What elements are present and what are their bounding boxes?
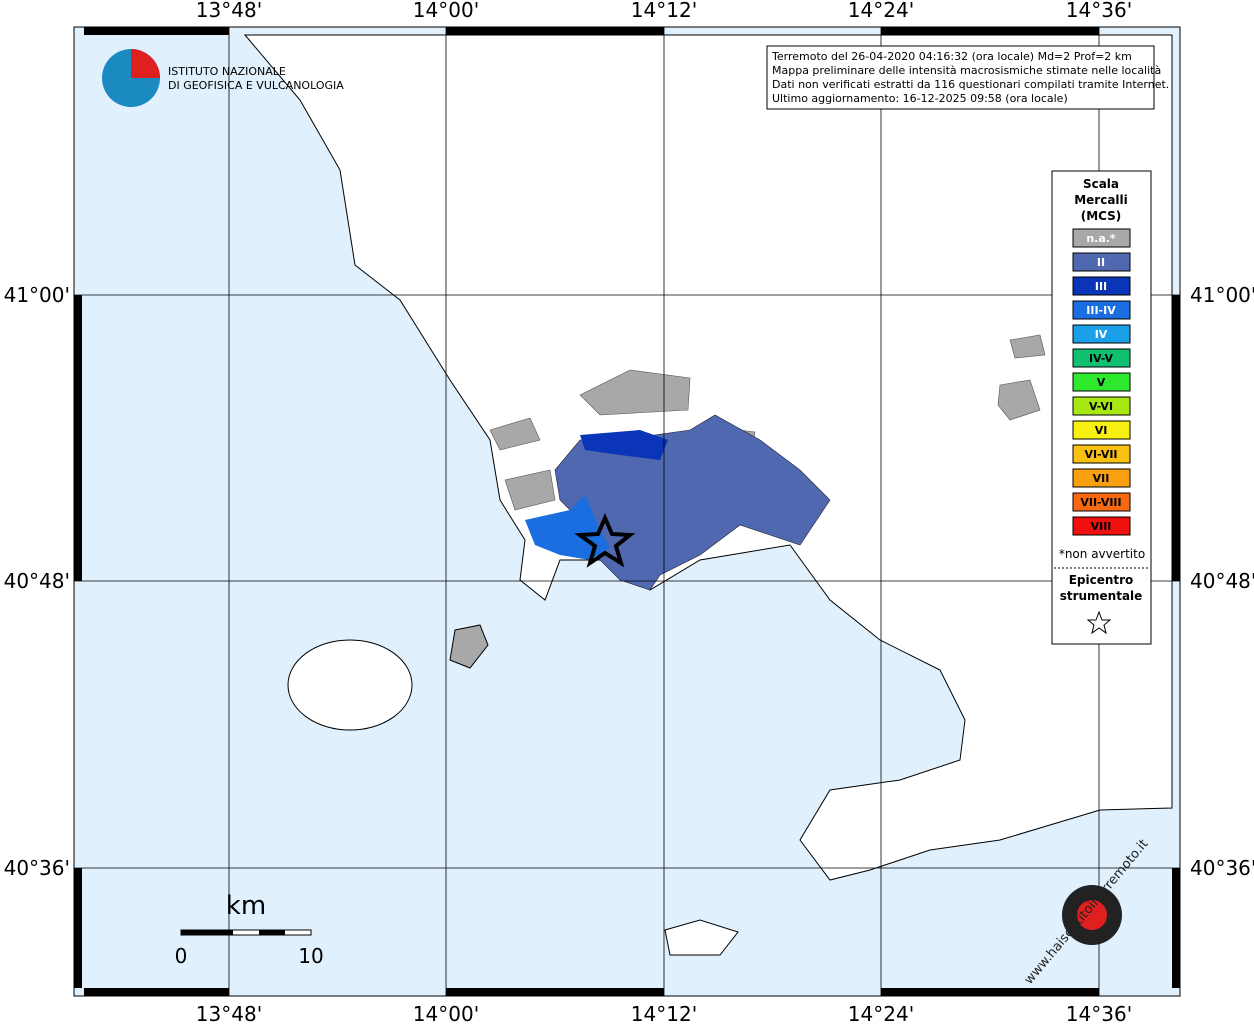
legend-title: Mercalli — [1074, 193, 1128, 207]
scale-label: 0 — [175, 944, 188, 968]
legend-label: IV-V — [1089, 352, 1114, 365]
island — [287, 639, 413, 731]
legend-swatch — [1072, 228, 1131, 248]
legend-swatch — [1072, 420, 1131, 440]
legend-swatch — [1072, 396, 1131, 416]
lon-label: 13°48' — [196, 0, 262, 22]
legend-title: Scala — [1083, 177, 1119, 191]
legend-label: VI-VII — [1084, 448, 1117, 461]
lon-label: 14°24' — [848, 1002, 914, 1024]
lat-label: 40°36' — [1190, 856, 1254, 880]
legend-swatch — [1072, 372, 1131, 392]
legend-swatch — [1072, 324, 1131, 344]
legend-label: II — [1097, 256, 1105, 269]
logo-text: DI GEOFISICA E VULCANOLOGIA — [168, 79, 344, 92]
legend-swatch — [1072, 468, 1131, 488]
legend-swatch — [1072, 252, 1131, 272]
region-iii — [580, 430, 668, 460]
info-line: Ultimo aggiornamento: 16-12-2025 09:58 (… — [772, 92, 1068, 105]
legend-swatch — [1072, 492, 1131, 512]
legend-label: n.a.* — [1086, 232, 1116, 245]
epicenter-star — [574, 513, 636, 568]
frame-ticks — [74, 27, 1180, 996]
lon-label: 14°36' — [1066, 0, 1132, 22]
legend-label: IV — [1095, 328, 1108, 341]
lon-label: 14°36' — [1066, 1002, 1132, 1024]
lon-label: 14°00' — [413, 1002, 479, 1024]
lon-label: 14°00' — [413, 0, 479, 22]
island — [664, 919, 739, 956]
logo-globe — [131, 49, 160, 78]
legend-swatch — [1072, 300, 1131, 320]
legend-star — [1086, 610, 1112, 635]
legend-label: VII-VIII — [1080, 496, 1121, 509]
scale-bar — [180, 929, 312, 936]
legend-swatch — [1072, 516, 1131, 536]
legend-label: VIII — [1091, 520, 1112, 533]
legend-swatch — [1072, 348, 1131, 368]
logo-text: ISTITUTO NAZIONALE — [168, 65, 286, 78]
info-line: Terremoto del 26-04-2020 04:16:32 (ora l… — [771, 50, 1132, 63]
legend-label: III — [1095, 280, 1107, 293]
legend-swatch — [1072, 276, 1131, 296]
legend-label: III-IV — [1086, 304, 1116, 317]
lon-label: 14°24' — [848, 0, 914, 22]
legend-label: VII — [1093, 472, 1110, 485]
lat-label: 40°48' — [1190, 569, 1254, 593]
legend-footnote: *non avvertito — [1059, 547, 1145, 561]
legend-label: V-VI — [1089, 400, 1113, 413]
lat-label: 41°00' — [4, 283, 70, 307]
info-line: Dati non verificati estratti da 116 ques… — [772, 78, 1169, 91]
region-na — [489, 334, 1046, 511]
info-line: Mappa preliminare delle intensità macros… — [772, 64, 1161, 77]
island — [449, 624, 489, 669]
legend-epicenter: Epicentro — [1069, 573, 1134, 587]
lon-label: 14°12' — [631, 0, 697, 22]
info-box — [766, 45, 1155, 110]
lat-label: 40°36' — [4, 856, 70, 880]
watermark-logo — [1077, 900, 1107, 930]
scale-label: 10 — [298, 944, 323, 968]
legend-label: V — [1097, 376, 1106, 389]
legend-label: VI — [1095, 424, 1108, 437]
lon-label: 13°48' — [196, 1002, 262, 1024]
lon-label: 14°12' — [631, 1002, 697, 1024]
lat-label: 41°00' — [1190, 283, 1254, 307]
scale-unit: km — [226, 891, 266, 921]
legend-title: (MCS) — [1081, 209, 1122, 223]
lat-label: 40°48' — [4, 569, 70, 593]
legend-swatch — [1072, 444, 1131, 464]
legend-epicenter: strumentale — [1060, 589, 1143, 603]
